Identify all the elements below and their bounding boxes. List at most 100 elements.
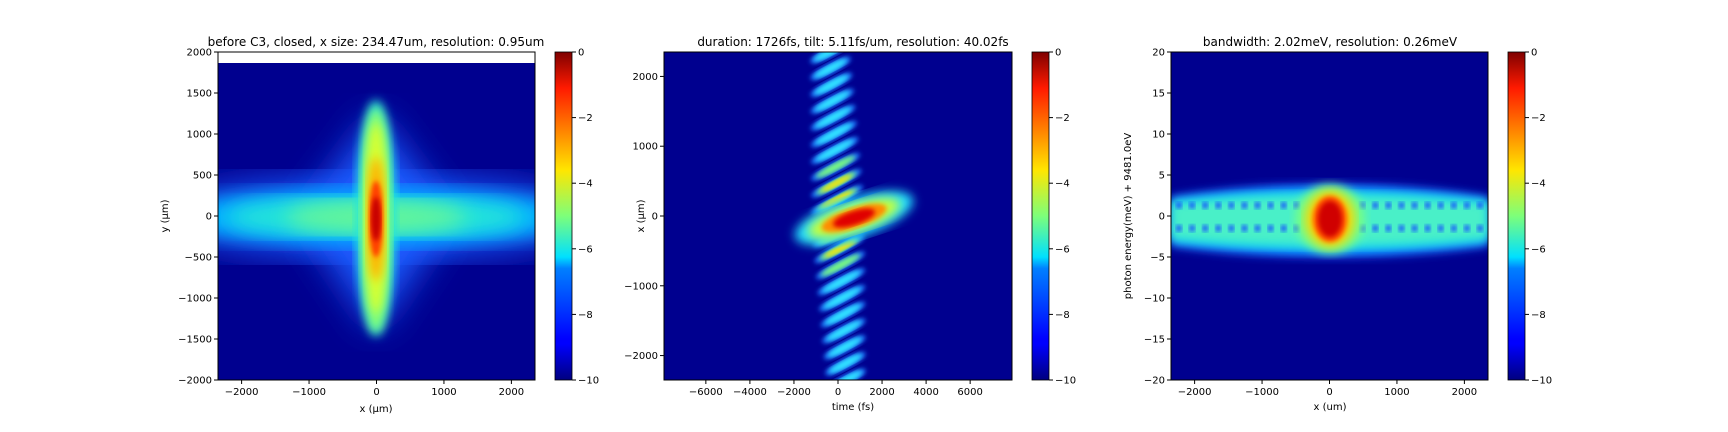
spectral-hole (1477, 201, 1483, 209)
colorbar-tick-label: 0 (1055, 48, 1061, 59)
chart-title: before C3, closed, x size: 234.47um, res… (208, 35, 545, 49)
chart-title: duration: 1726fs, tilt: 5.11fs/um, resol… (697, 35, 1008, 49)
y-tick-label: 2000 (633, 72, 658, 83)
spectral-hole (1228, 224, 1235, 232)
colorbar-tick-label: −6 (1055, 244, 1070, 255)
x-tick-label: −2000 (1178, 387, 1212, 398)
y-tick-label: −15 (1144, 335, 1165, 346)
fringes (810, 52, 866, 380)
heatmap-image (1171, 52, 1488, 380)
panel-beam-profile: before C3, closed, x size: 234.47um, res… (160, 35, 599, 415)
spectral-hole (1228, 201, 1235, 209)
heatmap-image (664, 52, 1012, 380)
y-tick-label: 1000 (187, 130, 212, 141)
y-tick-label: 0 (652, 212, 658, 223)
spectral-hole (1450, 201, 1457, 209)
y-tick-label: 2000 (187, 48, 212, 59)
spectral-hole (1398, 224, 1405, 232)
y-tick-label: 1000 (633, 142, 658, 153)
colorbar: 0 −2 −4 −6 −8 −10 (1507, 48, 1552, 387)
colorbar-ticks: 0 −2 −4 −6 −8 −10 (1049, 48, 1076, 387)
colorbar-tick-label: 0 (578, 48, 584, 59)
colorbar-tick-label: −4 (1055, 179, 1070, 190)
y-tick-label: 10 (1152, 130, 1165, 141)
spectral-hole (1437, 224, 1444, 232)
x-tick-label: 4000 (913, 387, 938, 398)
colorbar-tick-label: −8 (1531, 310, 1546, 321)
y-tick-label: 1500 (187, 89, 212, 100)
spectral-hole (1176, 224, 1182, 232)
fringe (811, 185, 864, 215)
fringe (826, 368, 866, 380)
y-tick-label: −1000 (624, 281, 658, 292)
x-tick-label: 1000 (1384, 387, 1409, 398)
x-axis-label: time (fs) (832, 402, 874, 413)
fringe (825, 351, 866, 376)
colorbar-tick-label: −4 (578, 179, 593, 190)
spectral-hole (1450, 224, 1457, 232)
colorbar: 0 −2 −4 −6 −8 −10 (554, 48, 599, 387)
spectral-hole (1267, 201, 1274, 209)
y-axis-ticks: −2000 −1000 0 1000 2000 (624, 72, 664, 362)
y-axis-ticks: −2000 −1500 −1000 −500 0 500 1000 1500 2000 (178, 48, 218, 387)
x-axis-label: x (um) (1314, 402, 1347, 413)
spectral-hole (1254, 201, 1261, 209)
y-axis-label: photon energy(meV) + 9481.0eV (1123, 133, 1134, 300)
colorbar-tick-label: −4 (1531, 179, 1546, 190)
spectral-hole (1280, 224, 1287, 232)
spectral-hole (1463, 201, 1470, 209)
spectral-hole (1280, 201, 1287, 209)
panel-spectrum: bandwidth: 2.02meV, resolution: 0.26meV … (1123, 35, 1552, 413)
spectral-hole (1241, 201, 1248, 209)
x-tick-label: 6000 (957, 387, 982, 398)
y-tick-label: −5 (1150, 253, 1165, 264)
spectral-hole (1437, 201, 1444, 209)
spectral-hole (1215, 224, 1222, 232)
colorbar-tick-label: −10 (1055, 376, 1076, 387)
heatmap-image (218, 52, 535, 380)
y-tick-label: 0 (1159, 212, 1165, 223)
y-axis-label: x (μm) (636, 199, 647, 232)
y-axis-ticks: −20 −15 −10 −5 0 5 10 15 20 (1144, 48, 1171, 387)
fringe (810, 136, 859, 164)
colorbar-tick-label: −8 (578, 310, 593, 321)
colorbar-tick-label: −2 (1531, 113, 1546, 124)
colorbar-tick-label: −6 (1531, 244, 1546, 255)
x-tick-label: 2000 (1452, 387, 1477, 398)
fringe (811, 152, 861, 181)
x-tick-label: 2000 (499, 387, 524, 398)
spectral-hole (1215, 201, 1222, 209)
colorbar-tick-label: −2 (578, 113, 593, 124)
x-tick-label: −2000 (777, 387, 811, 398)
fringe (810, 72, 853, 97)
spectral-hole (1189, 201, 1196, 209)
y-tick-label: −10 (1144, 294, 1165, 305)
colorbar-tick-label: −8 (1055, 310, 1070, 321)
x-tick-label: 0 (373, 387, 379, 398)
spectral-hole (1385, 224, 1392, 232)
x-tick-label: −1000 (292, 387, 326, 398)
spectral-hole (1202, 201, 1209, 209)
y-tick-label: 15 (1152, 89, 1165, 100)
y-tick-label: 20 (1152, 48, 1165, 59)
colorbar-tick-label: −10 (1531, 376, 1552, 387)
fringe (814, 234, 865, 263)
spectral-hole (1385, 201, 1392, 209)
y-tick-label: 0 (206, 212, 212, 223)
colorbar-tick-label: −2 (1055, 113, 1070, 124)
colorbar-ticks: 0 −2 −4 −6 −8 −10 (572, 48, 599, 387)
spectral-hole (1477, 224, 1483, 232)
y-tick-label: −1000 (178, 294, 212, 305)
spectral-hole (1254, 224, 1261, 232)
colorbar-tick-label: −10 (578, 376, 599, 387)
y-tick-label: 5 (1159, 171, 1165, 182)
fringe (823, 335, 866, 360)
y-tick-label: 500 (193, 171, 212, 182)
spectral-hole (1411, 224, 1418, 232)
x-tick-label: −2000 (225, 387, 259, 398)
spectral-hole (1202, 224, 1209, 232)
x-tick-label: −4000 (733, 387, 767, 398)
fringe (819, 284, 866, 312)
x-axis-ticks: −2000 −1000 0 1000 2000 (225, 380, 524, 398)
